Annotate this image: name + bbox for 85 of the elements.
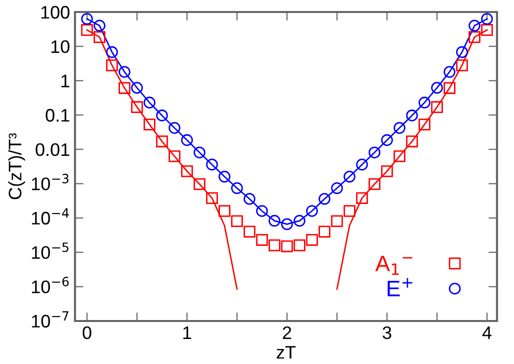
point [306,234,318,246]
y-tick-label: 10$^{−3}$ [32,174,68,190]
point [356,192,368,204]
point [131,101,143,113]
point [418,96,430,108]
point [168,150,180,162]
point [356,158,368,170]
point [156,136,168,148]
point [144,96,156,108]
y-axis-title: C(zT)/T³ [8,133,26,200]
point [156,110,168,122]
point [218,205,230,217]
point [218,170,230,183]
point [318,226,330,238]
point [456,46,468,58]
point [481,12,493,25]
point [106,59,118,72]
y-tick-label: 0.01 [36,143,70,156]
point [94,31,106,43]
point [168,122,180,134]
point [144,118,156,130]
point [381,134,393,146]
y-tick-label: 10$^{−7}$ [32,311,68,328]
point [468,31,480,43]
point [81,24,93,36]
point [344,205,356,217]
point [231,182,243,194]
point [456,59,468,72]
point [181,165,193,178]
point [394,150,406,162]
point [131,82,143,94]
point [81,12,93,25]
point [206,192,218,204]
point [331,182,343,194]
y-tick-label: 10$^{−5}$ [32,242,68,259]
point [318,192,330,205]
point [344,170,356,183]
point [256,234,268,246]
legend-label: E$^{+}$ [388,278,412,296]
y-tick-label: 10$^{−6}$ [32,276,69,294]
point [481,24,493,36]
x-tick-label: 3 [382,326,392,340]
point [118,66,130,78]
point [431,101,443,113]
point [94,20,106,32]
x-axis-title: zT [276,346,296,359]
point [468,20,480,32]
point [431,82,443,94]
point [281,218,293,230]
point [268,214,280,227]
y-tick-label: 1 [61,74,70,88]
point [106,46,118,58]
point [381,165,393,178]
point [181,134,193,146]
point [418,118,430,130]
point [331,215,343,228]
x-tick-label: 4 [482,326,492,339]
point [294,214,306,227]
x-tick-label: 2 [282,326,292,339]
point [118,82,130,94]
point [394,122,406,134]
y-tick-label: 100 [41,6,70,19]
y-tick-label: 10 [51,40,70,54]
point [406,136,418,148]
point [194,146,206,158]
point [206,158,218,170]
point [444,82,456,94]
y-tick-label: 10$^{−4}$ [32,208,69,225]
point [194,178,206,190]
y-tick-label: 0.1 [46,108,70,122]
point [244,226,256,238]
point [294,239,306,252]
x-tick-label: 0 [82,326,92,340]
point [444,66,456,78]
point [281,240,293,252]
point [368,178,380,190]
legend-label: A$_{1}$$^{−}$ [375,256,412,275]
point [368,146,380,158]
point [256,205,268,217]
point [306,205,318,217]
point [231,215,243,228]
point [244,192,256,205]
x-tick-label: 1 [183,326,192,339]
point [268,239,280,252]
point [406,110,418,122]
